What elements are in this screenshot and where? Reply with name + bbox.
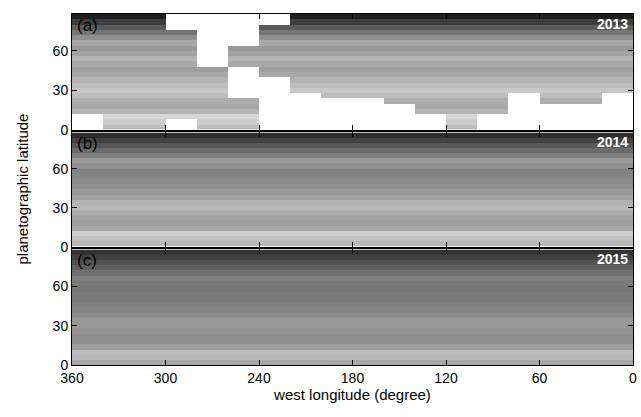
svg-text:120: 120: [434, 370, 458, 386]
svg-text:2015: 2015: [597, 251, 628, 267]
svg-text:planetographic latitude: planetographic latitude: [14, 114, 31, 265]
svg-text:300: 300: [154, 370, 178, 386]
svg-text:30: 30: [53, 200, 69, 216]
svg-text:(a): (a): [77, 16, 98, 35]
svg-text:2013: 2013: [597, 16, 628, 32]
svg-text:240: 240: [247, 370, 271, 386]
svg-text:(c): (c): [77, 251, 97, 270]
svg-text:0: 0: [60, 238, 68, 254]
svg-text:30: 30: [53, 82, 69, 98]
svg-text:60: 60: [53, 161, 69, 177]
svg-text:2014: 2014: [597, 134, 628, 150]
svg-text:60: 60: [53, 43, 69, 59]
svg-text:60: 60: [532, 370, 548, 386]
svg-text:30: 30: [53, 317, 69, 333]
svg-text:(b): (b): [77, 134, 98, 153]
svg-text:60: 60: [53, 278, 69, 294]
svg-text:0: 0: [629, 370, 637, 386]
svg-text:0: 0: [60, 357, 68, 373]
svg-text:0: 0: [60, 122, 68, 138]
svg-text:west longitude (degree): west longitude (degree): [273, 386, 431, 403]
svg-text:360: 360: [60, 370, 84, 386]
svg-text:180: 180: [341, 370, 365, 386]
